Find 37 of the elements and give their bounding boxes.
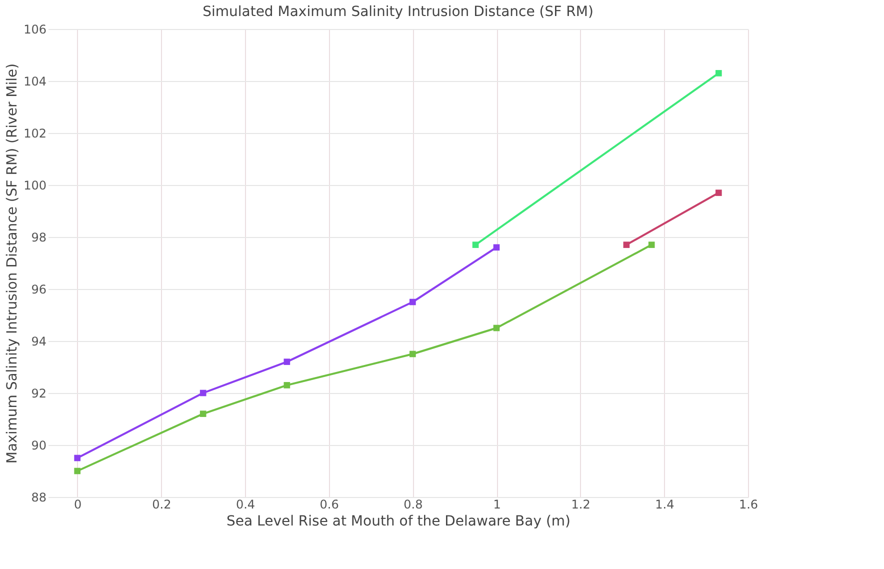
point (623, 242, 630, 248)
y-tick-label: 90 (31, 438, 46, 452)
y-tick-label: 102 (24, 126, 46, 140)
point (493, 324, 500, 332)
point (284, 358, 290, 365)
point (74, 454, 81, 462)
x-tick-label: 0.6 (320, 498, 339, 512)
y-tick-label: 96 (31, 282, 46, 296)
point (410, 350, 416, 358)
y-axis-title: Maximum Salinity Intrusion Distance (SF RM) (River Mile) (4, 63, 21, 464)
x-tick-label: 1.4 (655, 498, 674, 512)
y-tick-label: 92 (31, 386, 46, 400)
point (493, 244, 500, 251)
y-tick-label: 106 (24, 22, 46, 36)
point (715, 70, 722, 76)
point (200, 390, 206, 396)
y-tick-label: 98 (31, 230, 46, 244)
x-tick-label: 1.2 (571, 498, 590, 512)
y-tick-label: 104 (24, 74, 46, 88)
y-tick-label: 100 (24, 178, 46, 192)
point (715, 190, 722, 196)
x-tick-label: 0.2 (152, 498, 172, 512)
point (74, 468, 81, 474)
x-tick-label: 0.4 (236, 498, 256, 512)
x-axis-title: Sea Level Rise at Mouth of the Delaware Bay (m) (226, 514, 571, 530)
x-tick-label: 1.6 (738, 498, 758, 512)
point (648, 242, 655, 248)
point (410, 298, 416, 306)
y-tick-label: 94 (31, 334, 46, 348)
x-tick-label: 0.8 (404, 498, 423, 512)
point (200, 410, 206, 417)
chart-title: Simulated Maximum Salinity Intrusion Distance (SF RM) (202, 4, 594, 20)
point (472, 242, 479, 248)
x-tick-label: 1 (493, 498, 501, 512)
x-tick-label: 0 (74, 498, 82, 512)
point (284, 382, 290, 388)
y-tick-label: 88 (31, 490, 46, 504)
